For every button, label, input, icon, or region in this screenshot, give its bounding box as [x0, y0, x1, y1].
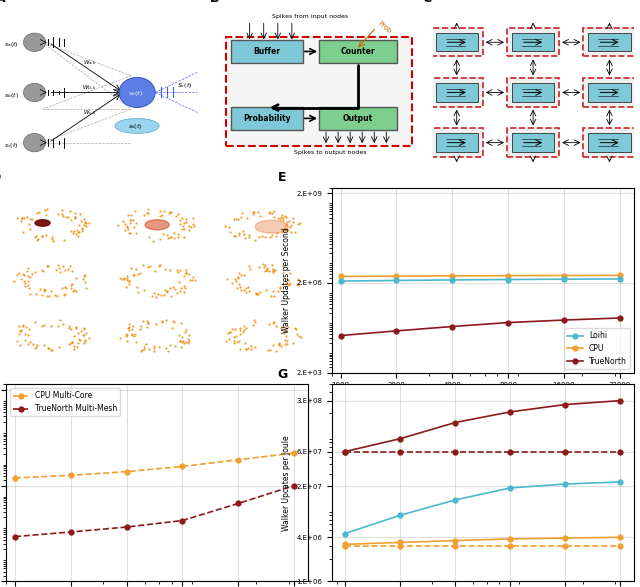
- TrueNorth Multi-Mesh: [123, 524, 131, 531]
- Text: B: B: [209, 0, 219, 5]
- FancyBboxPatch shape: [431, 78, 483, 107]
- Line: TrueNorth: TrueNorth: [338, 316, 622, 338]
- FancyBboxPatch shape: [583, 28, 636, 56]
- Text: $v_k(t)$: $v_k(t)$: [128, 89, 143, 98]
- FancyBboxPatch shape: [588, 83, 630, 102]
- FancyBboxPatch shape: [436, 33, 478, 52]
- FancyBboxPatch shape: [512, 83, 554, 102]
- Text: $S_k(t)$: $S_k(t)$: [177, 82, 193, 90]
- Text: $W_{c,k}$: $W_{c,k}$: [83, 109, 97, 117]
- FancyBboxPatch shape: [507, 28, 559, 56]
- Ellipse shape: [255, 220, 289, 233]
- TrueNorth: [560, 316, 568, 323]
- Circle shape: [24, 133, 45, 152]
- CPU: [560, 272, 568, 279]
- Text: E: E: [278, 171, 286, 184]
- Text: Probability: Probability: [243, 114, 291, 123]
- Circle shape: [24, 33, 45, 52]
- FancyBboxPatch shape: [588, 133, 630, 152]
- Loihi: [504, 276, 512, 283]
- CPU Multi-Core: [291, 450, 298, 457]
- CPU Multi-Core: [234, 456, 242, 463]
- Loihi: [560, 276, 568, 283]
- FancyBboxPatch shape: [319, 40, 397, 63]
- FancyBboxPatch shape: [230, 40, 303, 63]
- TrueNorth Multi-Mesh: [11, 533, 19, 540]
- FancyBboxPatch shape: [319, 107, 397, 130]
- Text: G: G: [278, 367, 288, 380]
- FancyBboxPatch shape: [507, 129, 559, 157]
- CPU: [337, 273, 344, 280]
- Text: Prob: Prob: [376, 21, 392, 35]
- X-axis label: # Walkers: # Walkers: [461, 394, 504, 403]
- TrueNorth: [449, 323, 456, 330]
- Circle shape: [119, 77, 155, 107]
- Ellipse shape: [145, 220, 169, 230]
- Text: Output: Output: [343, 114, 373, 123]
- Loihi: [616, 275, 623, 282]
- Y-axis label: Walker Updates per Second: Walker Updates per Second: [282, 228, 291, 333]
- TrueNorth: [504, 319, 512, 326]
- TrueNorth: [616, 315, 623, 322]
- CPU Multi-Core: [11, 474, 19, 481]
- FancyBboxPatch shape: [431, 28, 483, 56]
- Ellipse shape: [35, 220, 50, 226]
- Text: $W_{D,k}$: $W_{D,k}$: [83, 84, 97, 92]
- FancyBboxPatch shape: [588, 33, 630, 52]
- Text: Spikes to output nodes: Spikes to output nodes: [294, 150, 366, 156]
- TrueNorth: [337, 332, 344, 339]
- Loihi: [449, 276, 456, 284]
- CPU: [392, 272, 400, 279]
- FancyBboxPatch shape: [583, 129, 636, 157]
- Text: Spikes from input nodes: Spikes from input nodes: [272, 14, 348, 19]
- CPU: [616, 272, 623, 279]
- Text: Buffer: Buffer: [253, 47, 280, 56]
- CPU: [449, 272, 456, 279]
- Line: Loihi: Loihi: [338, 276, 622, 284]
- CPU Multi-Core: [179, 463, 186, 470]
- Text: $s_c(t)$: $s_c(t)$: [4, 141, 19, 150]
- FancyBboxPatch shape: [225, 37, 412, 146]
- Legend: Loihi, CPU, TrueNorth: Loihi, CPU, TrueNorth: [564, 328, 630, 369]
- Loihi: [392, 277, 400, 284]
- TrueNorth Multi-Mesh: [234, 500, 242, 507]
- Text: $s_b(t)$: $s_b(t)$: [4, 90, 19, 100]
- CPU Multi-Core: [123, 468, 131, 475]
- Circle shape: [24, 83, 45, 102]
- TrueNorth Multi-Mesh: [291, 482, 298, 489]
- FancyBboxPatch shape: [583, 78, 636, 107]
- Loihi: [337, 278, 344, 285]
- Line: TrueNorth Multi-Mesh: TrueNorth Multi-Mesh: [12, 483, 296, 539]
- Text: $s_k(t)$: $s_k(t)$: [128, 122, 143, 130]
- FancyBboxPatch shape: [512, 133, 554, 152]
- Y-axis label: Walker Upcates per Joule: Walker Upcates per Joule: [282, 435, 291, 531]
- Text: $s_a(t)$: $s_a(t)$: [4, 41, 19, 49]
- Line: CPU Multi-Core: CPU Multi-Core: [12, 451, 296, 480]
- FancyBboxPatch shape: [436, 83, 478, 102]
- FancyBboxPatch shape: [436, 133, 478, 152]
- CPU: [504, 272, 512, 279]
- FancyBboxPatch shape: [431, 129, 483, 157]
- Legend: CPU Multi-Core, TrueNorth Multi-Mesh: CPU Multi-Core, TrueNorth Multi-Mesh: [10, 389, 120, 416]
- CPU Multi-Core: [67, 472, 75, 479]
- FancyBboxPatch shape: [512, 33, 554, 52]
- Text: C: C: [422, 0, 431, 5]
- TrueNorth Multi-Mesh: [67, 528, 75, 535]
- Text: D: D: [0, 171, 1, 184]
- FancyBboxPatch shape: [230, 107, 303, 130]
- Text: A: A: [0, 0, 6, 5]
- Line: CPU: CPU: [338, 273, 622, 279]
- FancyBboxPatch shape: [507, 78, 559, 107]
- Text: $W_{a,k}$: $W_{a,k}$: [83, 59, 97, 67]
- Ellipse shape: [115, 119, 159, 133]
- TrueNorth: [392, 328, 400, 335]
- TrueNorth Multi-Mesh: [179, 517, 186, 524]
- Text: Counter: Counter: [341, 47, 376, 56]
